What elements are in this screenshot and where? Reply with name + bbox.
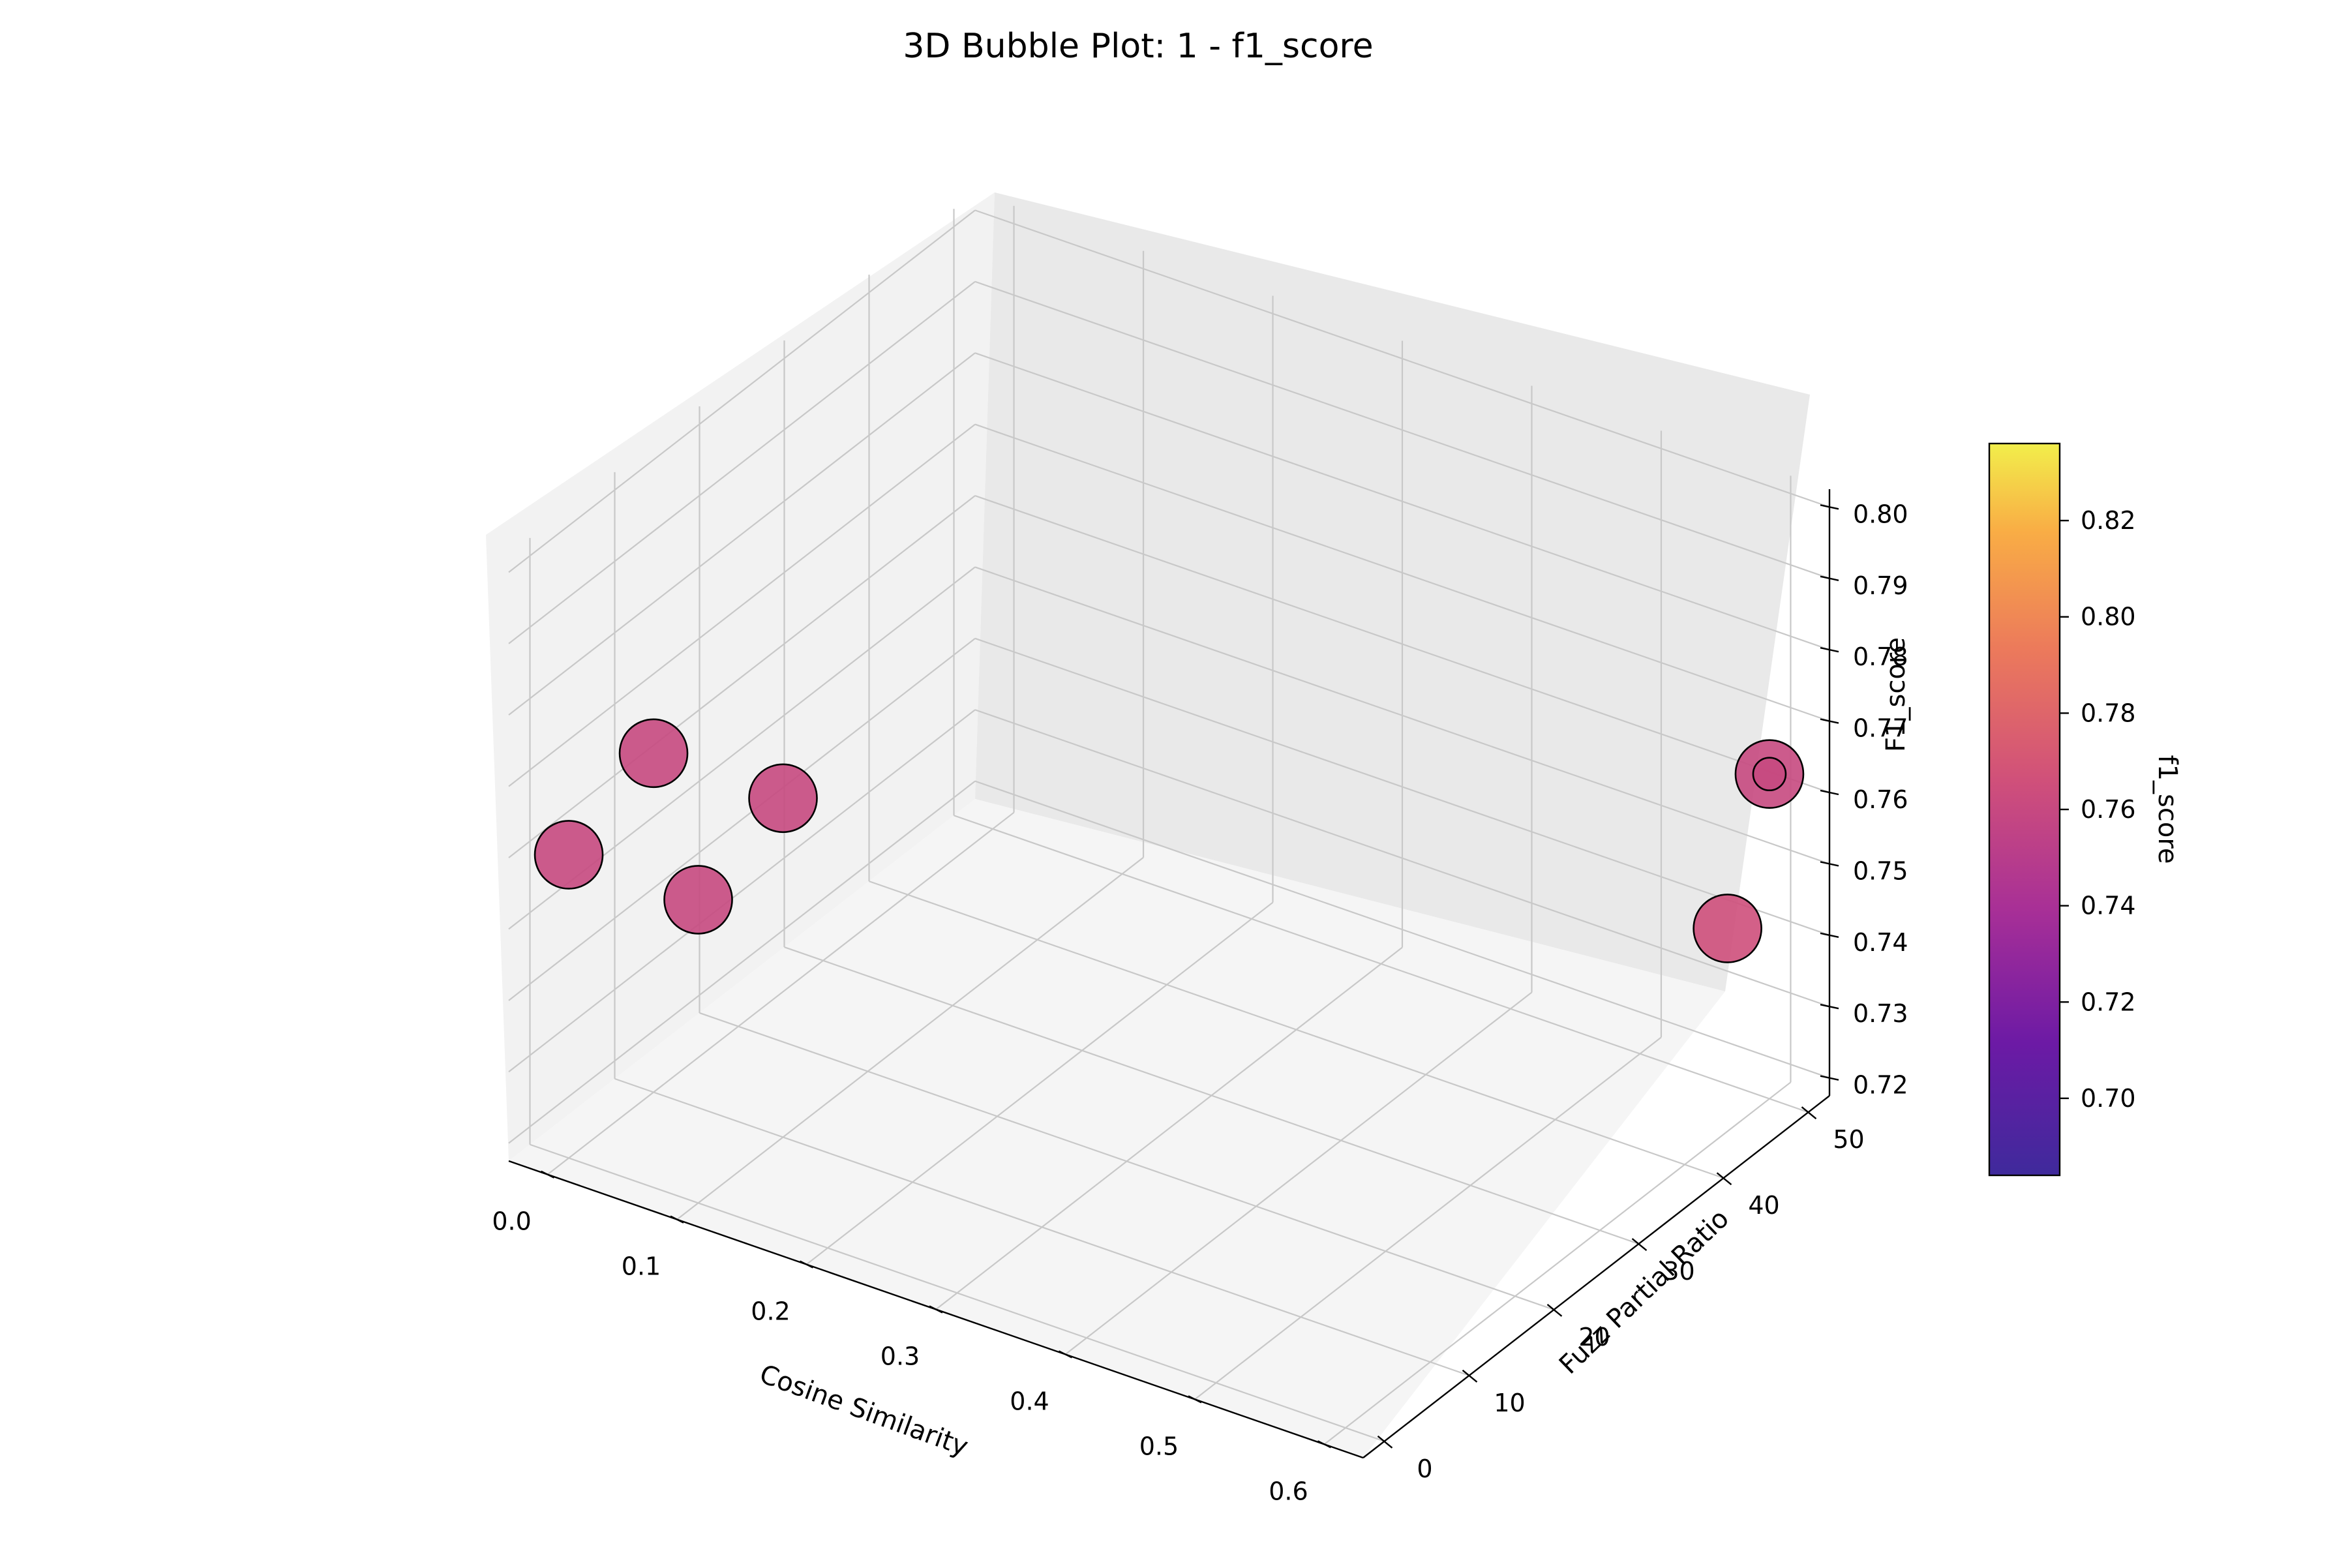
x-tick-label: 0.6 xyxy=(1269,1477,1308,1505)
z-grid-left xyxy=(508,352,976,716)
colorbar-title: f1_score xyxy=(2152,755,2182,864)
z-tick-label: 0.80 xyxy=(1853,500,1908,528)
z-tick-label: 0.78 xyxy=(1853,642,1908,671)
x-tick-label: 0.4 xyxy=(1010,1387,1049,1415)
y-axis-title: Fuzz Partial Ratio xyxy=(1554,1203,1735,1380)
y-grid-floor xyxy=(784,946,1639,1245)
x-axis-line xyxy=(508,1160,1364,1459)
y-grid-floor xyxy=(530,1143,1385,1442)
z-grid-back xyxy=(974,637,1830,936)
chart-title: 3D Bubble Plot: 1 - f1_score xyxy=(903,27,1373,66)
y-tick-mark xyxy=(1801,1106,1817,1120)
z-tick-label: 0.76 xyxy=(1853,785,1908,814)
bubble-point xyxy=(534,820,604,890)
y-grid-floor xyxy=(614,1078,1469,1376)
bubble-point xyxy=(663,865,733,935)
x-grid-floor xyxy=(805,901,1274,1265)
data-points xyxy=(534,718,1805,963)
y-tick-label: 30 xyxy=(1663,1257,1694,1286)
colorbar-gradient xyxy=(1988,442,2061,1177)
x-tick-label: 0.2 xyxy=(751,1297,790,1326)
z-grid-left xyxy=(508,423,976,787)
y-grid-floor xyxy=(869,881,1724,1179)
z-grid-left xyxy=(508,495,976,858)
bubble-point xyxy=(1752,757,1787,792)
pane-back xyxy=(975,192,1810,991)
y-tick-mark xyxy=(1631,1238,1648,1251)
z-grid-left xyxy=(508,280,976,644)
z-grid-back xyxy=(974,566,1830,865)
z-grid-back xyxy=(974,423,1830,722)
x-grid-floor xyxy=(1323,1081,1792,1445)
colorbar-tick-label: 0.80 xyxy=(2081,603,2136,631)
y-grid-floor xyxy=(699,1012,1554,1310)
colorbar-tick-label: 0.78 xyxy=(2081,699,2136,727)
x-grid-floor xyxy=(676,856,1144,1220)
colorbar: 0.70 0.72 0.74 0.76 0.78 0.80 0.82 f1_score xyxy=(1988,442,2182,1177)
z-grid-back xyxy=(974,709,1830,1008)
y-tick-label: 50 xyxy=(1833,1125,1864,1154)
colorbar-tick-label: 0.74 xyxy=(2081,892,2136,920)
z-tick-label: 0.75 xyxy=(1853,856,1908,885)
x-grid-floor xyxy=(1064,991,1533,1355)
z-grid-back xyxy=(974,209,1830,508)
x-tick-label: 0.0 xyxy=(492,1207,531,1236)
y-tick-mark xyxy=(1716,1172,1732,1186)
x-grid-floor xyxy=(547,811,1015,1175)
y-tick-label: 10 xyxy=(1494,1389,1525,1417)
colorbar-tick-label: 0.76 xyxy=(2081,795,2136,824)
bubble-point xyxy=(618,718,689,789)
colorbar-tick-label: 0.72 xyxy=(2081,988,2136,1016)
colorbar-tick-label: 0.70 xyxy=(2081,1084,2136,1113)
x-axis-title: Cosine Similarity xyxy=(756,1359,972,1462)
bubble-point xyxy=(1693,894,1762,963)
y-tick-label: 0 xyxy=(1417,1455,1432,1483)
y-tick-label: 40 xyxy=(1748,1191,1779,1220)
axes: 0.0 0.1 0.2 0.3 0.4 0.5 0.6 0 10 20 30 40 50 0.72 0.73… xyxy=(492,489,1908,1505)
z-grid-back xyxy=(974,280,1830,579)
z-tick-label: 0.72 xyxy=(1853,1071,1908,1100)
y-grid-floor xyxy=(954,815,1809,1113)
x-tick-label: 0.1 xyxy=(622,1252,661,1281)
z-grid-left xyxy=(508,637,976,1001)
z-tick-label: 0.73 xyxy=(1853,999,1908,1028)
z-grid-back xyxy=(974,494,1830,794)
z-grid-back xyxy=(974,352,1830,651)
x-tick-label: 0.3 xyxy=(880,1342,920,1371)
z-tick-label: 0.77 xyxy=(1853,714,1908,743)
z-grid-left xyxy=(508,209,976,573)
y-tick-mark xyxy=(1377,1435,1393,1449)
bubble-point xyxy=(748,763,818,834)
x-tick-label: 0.5 xyxy=(1139,1432,1179,1460)
z-axis-title: F1_score xyxy=(1881,637,1911,752)
x-grid-floor xyxy=(935,946,1403,1310)
y-tick-mark xyxy=(1546,1304,1563,1317)
x-grid-floor xyxy=(1194,1036,1662,1400)
colorbar-tick-label: 0.82 xyxy=(2081,506,2136,535)
colorbar-ticks: 0.70 0.72 0.74 0.76 0.78 0.80 0.82 xyxy=(2060,506,2136,1113)
pane-floor xyxy=(509,799,1725,1458)
y-tick-label: 20 xyxy=(1578,1323,1610,1351)
z-grid-back xyxy=(974,780,1830,1079)
y-tick-mark xyxy=(1462,1369,1478,1383)
grid-lines xyxy=(508,205,1830,1445)
z-grid-left xyxy=(508,780,976,1144)
z-grid-left xyxy=(508,709,976,1073)
y-axis-line xyxy=(1362,1095,1830,1458)
z-tick-label: 0.74 xyxy=(1853,928,1908,957)
z-tick-label: 0.79 xyxy=(1853,571,1908,600)
